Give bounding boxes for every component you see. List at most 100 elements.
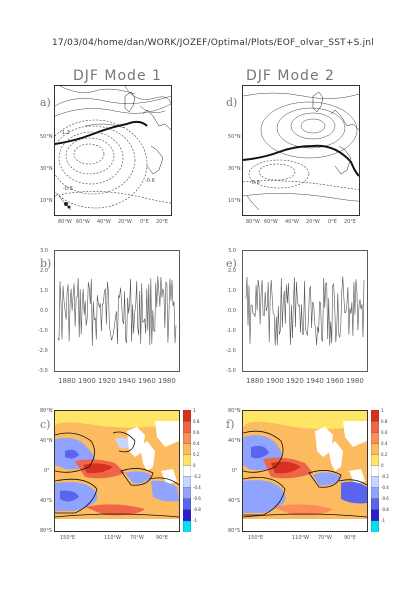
- sst-map-mode-1: [54, 410, 180, 532]
- lat-tick: 50°N: [40, 134, 53, 140]
- lon-tick: 70°W: [130, 535, 144, 541]
- lon-tick: 70°W: [318, 535, 332, 541]
- x-tick: 1920: [286, 377, 304, 385]
- colorbar-tick: 0.2: [381, 452, 388, 457]
- colorbar-tick: 0: [381, 463, 384, 468]
- colorbar-swatch: [371, 410, 379, 422]
- lon-tick: 110°W: [104, 535, 121, 541]
- lon-tick: 0°E: [328, 219, 337, 225]
- lon-tick: 40°W: [97, 219, 111, 225]
- lat-tick: 0°: [232, 468, 238, 474]
- lon-tick: 20°W: [118, 219, 132, 225]
- colorbar-mode-2: [371, 410, 379, 532]
- contour-label: -0.8: [145, 178, 155, 184]
- figure-header: 17/03/04/home/dan/WORK/JOZEF/Optimal/Plo…: [52, 38, 374, 48]
- colorbar-tick: -0.6: [381, 496, 389, 501]
- lon-tick: 90°E: [156, 535, 169, 541]
- colorbar-swatch: [371, 487, 379, 500]
- contour-label: -0.8: [250, 180, 260, 186]
- lat-tick: 40°N: [228, 438, 241, 444]
- x-tick: 1900: [78, 377, 96, 385]
- y-tick: -1.0: [38, 328, 48, 334]
- lon-tick: 80°W: [246, 219, 260, 225]
- colorbar-swatch: [371, 465, 379, 477]
- lat-tick: 0°: [44, 468, 50, 474]
- sst-map-mode-2: [242, 410, 368, 532]
- y-tick: 2.0: [228, 268, 236, 274]
- colorbar-tick: -0.4: [193, 485, 201, 490]
- panel-label-c: c): [40, 418, 51, 431]
- sst-field-mode-2: [243, 411, 367, 531]
- x-tick: 1920: [98, 377, 116, 385]
- panel-label-a: a): [40, 96, 51, 109]
- colorbar-swatch: [183, 476, 191, 489]
- lat-tick: 40°S: [228, 498, 241, 504]
- colorbar-swatches: [183, 410, 191, 532]
- lat-tick: 80°S: [228, 528, 241, 534]
- plot-frame: [242, 250, 368, 372]
- x-tick: 1940: [306, 377, 324, 385]
- lon-tick: 20°E: [156, 219, 169, 225]
- contour-label: -1.2: [60, 130, 70, 136]
- colorbar-tick: 0.2: [193, 452, 200, 457]
- lat-tick: 10°N: [40, 198, 53, 204]
- colorbar-mode-1: [183, 410, 191, 532]
- colorbar-swatch: [183, 487, 191, 500]
- colorbar-tick: -0.8: [193, 507, 201, 512]
- lon-tick: 150°E: [248, 535, 264, 541]
- timeseries-line: [245, 276, 365, 346]
- x-tick: 1940: [118, 377, 136, 385]
- lon-tick: 0°E: [140, 219, 149, 225]
- lon-tick: 40°W: [285, 219, 299, 225]
- x-tick: 1980: [158, 377, 176, 385]
- colorbar-swatches: [371, 410, 379, 532]
- x-tick: 1960: [138, 377, 156, 385]
- lon-tick: 20°W: [306, 219, 320, 225]
- colorbar-swatch: [183, 465, 191, 477]
- slp-map-mode-2: [242, 85, 360, 216]
- colorbar-swatch: [183, 498, 191, 511]
- timeseries-plot-mode-2: [242, 250, 368, 372]
- lat-tick: 40°S: [40, 498, 53, 504]
- y-tick: -2.0: [226, 348, 236, 354]
- colorbar-swatch: [183, 454, 191, 466]
- y-tick: -3.0: [226, 368, 236, 374]
- slp-contours-mode-2: [243, 91, 359, 211]
- contour-label: -0.8: [63, 186, 73, 192]
- y-tick: -1.0: [226, 328, 236, 334]
- colorbar-tick: -1: [193, 518, 197, 523]
- colorbar-swatch: [183, 443, 191, 455]
- colorbar-tick: -1: [381, 518, 385, 523]
- colorbar-tick: -0.8: [381, 507, 389, 512]
- colorbar-swatch: [371, 498, 379, 511]
- colorbar-swatch: [183, 520, 191, 532]
- y-tick: 1.0: [228, 288, 236, 294]
- lon-tick: 60°W: [76, 219, 90, 225]
- colorbar-swatch: [371, 420, 379, 433]
- lat-tick: 80°N: [40, 408, 53, 414]
- colorbar-swatch: [371, 520, 379, 532]
- colorbar-tick: -0.2: [381, 474, 389, 479]
- title-mode-2: DJF Mode 2: [246, 68, 335, 84]
- colorbar-tick: 0.4: [381, 441, 388, 446]
- slp-map-mode-1: [54, 85, 172, 216]
- panel-label-b: b): [40, 257, 52, 270]
- lon-tick: 110°W: [292, 535, 309, 541]
- y-tick: 0.0: [228, 308, 236, 314]
- colorbar-swatch: [371, 476, 379, 489]
- timeseries-line: [57, 276, 177, 346]
- y-tick: 1.0: [40, 288, 48, 294]
- lat-tick: 10°N: [228, 198, 241, 204]
- colorbar-swatch: [371, 443, 379, 455]
- lat-tick: 80°S: [40, 528, 53, 534]
- x-tick: 1960: [326, 377, 344, 385]
- colorbar-tick: 0.6: [193, 430, 200, 435]
- colorbar-swatch: [371, 509, 379, 522]
- y-tick: 0.0: [40, 308, 48, 314]
- sst-field-mode-1: [55, 411, 179, 531]
- lon-tick: 90°E: [344, 535, 357, 541]
- plot-frame: [54, 250, 180, 372]
- y-tick: -2.0: [38, 348, 48, 354]
- timeseries-mode-2: [242, 250, 368, 372]
- panel-label-d: d): [226, 96, 238, 109]
